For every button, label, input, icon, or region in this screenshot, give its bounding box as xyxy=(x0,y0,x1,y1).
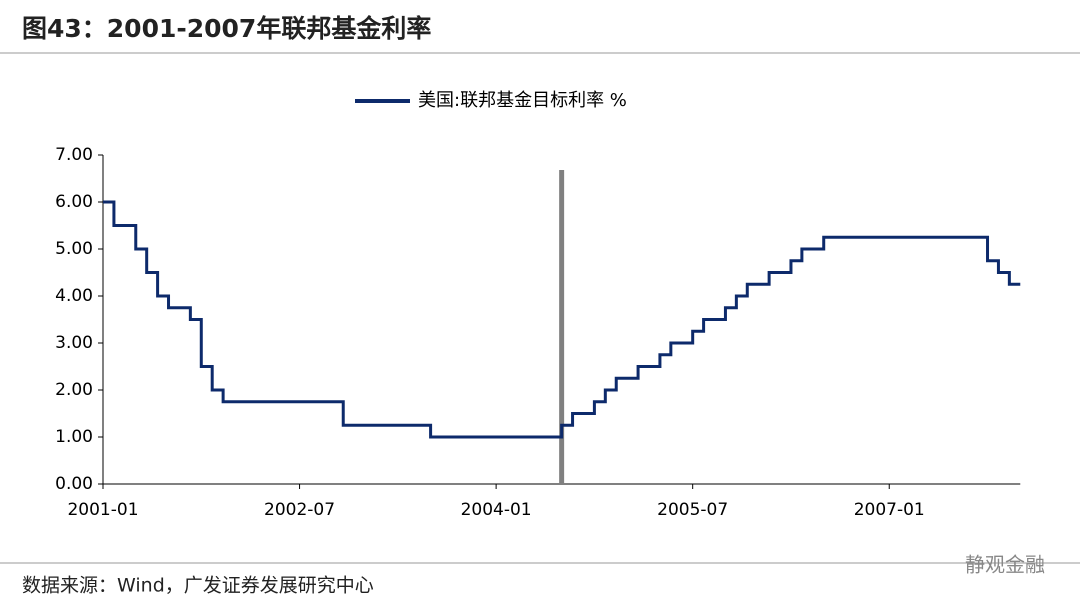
x-tick-label: 2007-01 xyxy=(854,500,925,520)
y-tick-label: 3.00 xyxy=(55,333,93,353)
source: 数据来源：Wind，广发证券发展研究中心 xyxy=(22,575,374,597)
x-tick-label: 2004-01 xyxy=(461,500,532,520)
x-tick-label: 2001-01 xyxy=(67,500,138,520)
y-tick-label: 0.00 xyxy=(55,474,93,494)
y-tick-label: 4.00 xyxy=(55,286,93,306)
y-tick-label: 7.00 xyxy=(55,145,93,165)
y-tick-label: 2.00 xyxy=(55,380,93,400)
title: 图43：2001-2007年联邦基金利率 xyxy=(22,14,431,43)
y-tick-label: 1.00 xyxy=(55,427,93,447)
series-line xyxy=(103,200,1021,439)
x-tick-label: 2002-07 xyxy=(264,500,335,520)
x-tick-label: 2005-07 xyxy=(657,500,728,520)
legend-label: 美国:联邦基金目标利率 % xyxy=(418,90,627,111)
y-tick-label: 5.00 xyxy=(55,239,93,259)
watermark: 静观金融 xyxy=(965,553,1045,577)
y-tick-label: 6.00 xyxy=(55,192,93,212)
